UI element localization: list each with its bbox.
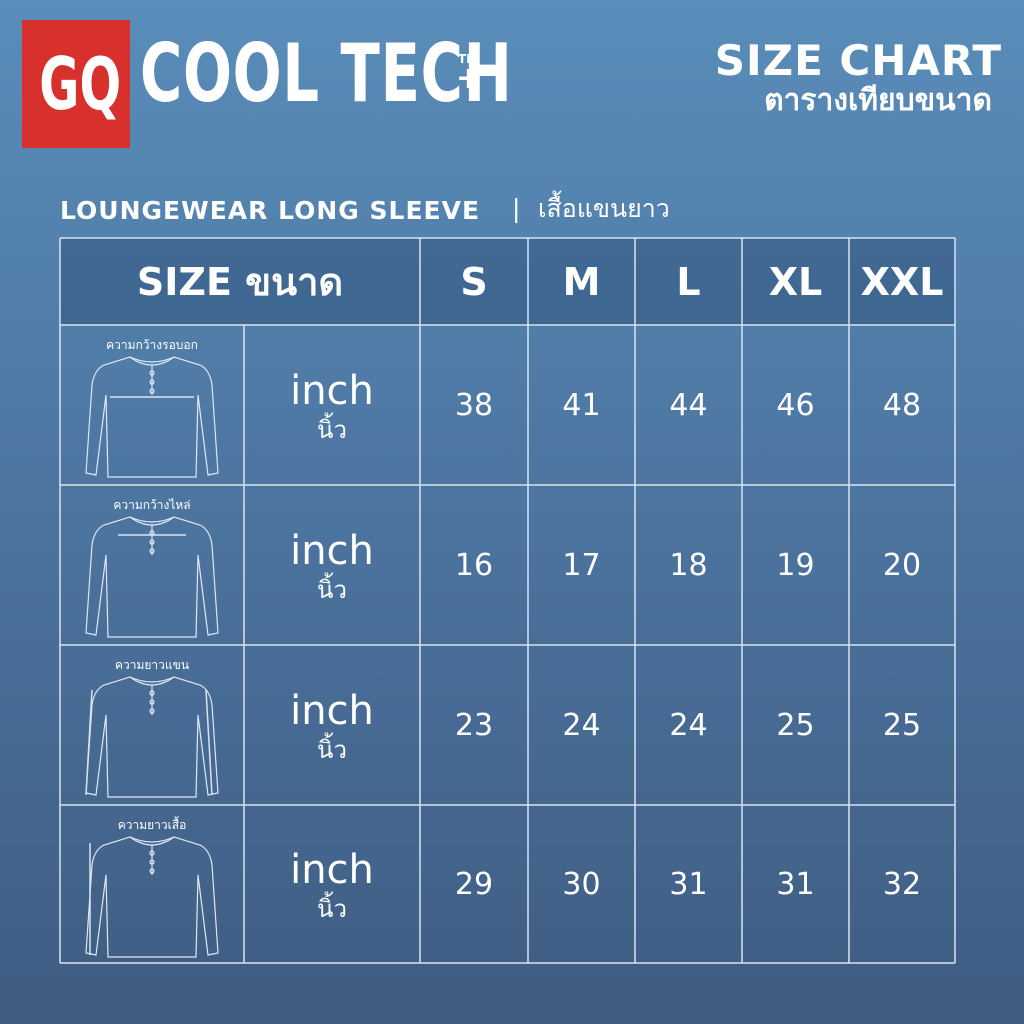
plus: + bbox=[456, 61, 482, 96]
size-value: 23 bbox=[454, 707, 494, 743]
size-value: 20 bbox=[882, 547, 922, 583]
separator: | bbox=[512, 194, 521, 223]
size-value: 44 bbox=[669, 387, 708, 423]
size-value: 48 bbox=[882, 387, 922, 423]
size-value: 38 bbox=[454, 387, 494, 423]
size-value: 30 bbox=[562, 866, 601, 902]
unit-th: นิ้ว bbox=[317, 416, 347, 444]
size-value: 31 bbox=[669, 866, 708, 902]
unit-th: นิ้ว bbox=[317, 895, 347, 923]
unit: inch bbox=[290, 847, 374, 893]
measure-label: ความยาวเสื้อ bbox=[117, 817, 187, 832]
header-band bbox=[60, 238, 955, 325]
measure-label: ความกว้างรอบอก bbox=[106, 337, 198, 352]
header-cell: XL bbox=[768, 259, 823, 304]
brand: COOL TECH bbox=[140, 27, 513, 120]
size-value: 24 bbox=[562, 707, 601, 743]
unit: inch bbox=[290, 368, 374, 414]
size-value: 24 bbox=[669, 707, 708, 743]
measure-guide bbox=[205, 689, 213, 796]
size-value: 46 bbox=[776, 387, 815, 423]
size-value: 19 bbox=[776, 547, 815, 583]
shirt-icon bbox=[85, 676, 219, 798]
size-value: 25 bbox=[882, 707, 922, 743]
shirt-icon bbox=[85, 836, 219, 958]
size-value: 32 bbox=[882, 866, 922, 902]
header-cell: M bbox=[562, 259, 601, 304]
size-value: 25 bbox=[776, 707, 815, 743]
header-cell: SIZE ขนาด bbox=[136, 260, 344, 304]
product-name-th: เสื้อแขนยาว bbox=[538, 194, 670, 223]
logo: GQ bbox=[39, 42, 122, 126]
unit: inch bbox=[290, 528, 374, 574]
header-cell: S bbox=[460, 259, 488, 304]
size-value: 31 bbox=[776, 866, 815, 902]
logo-box bbox=[22, 20, 130, 148]
unit-th: นิ้ว bbox=[317, 736, 347, 764]
unit-th: นิ้ว bbox=[317, 576, 347, 604]
measure-label: ความกว้างไหล่ bbox=[113, 497, 191, 512]
size-value: 29 bbox=[454, 866, 494, 902]
size-value: 41 bbox=[562, 387, 601, 423]
measure-guide bbox=[85, 689, 93, 796]
size-value: 18 bbox=[669, 547, 708, 583]
shirt-icon bbox=[85, 356, 219, 478]
header-cell: L bbox=[676, 259, 701, 304]
measure-label: ความยาวแขน bbox=[114, 657, 190, 672]
title: SIZE CHART bbox=[714, 36, 1002, 85]
size-value: 17 bbox=[562, 547, 601, 583]
trademark: TM bbox=[458, 52, 479, 66]
size-value: 16 bbox=[454, 547, 494, 583]
subtitle: ตารางเทียบขนาด bbox=[764, 83, 992, 118]
product-name: LOUNGEWEAR LONG SLEEVE bbox=[60, 196, 481, 225]
unit: inch bbox=[290, 688, 374, 734]
header-cell: XXL bbox=[860, 259, 944, 304]
